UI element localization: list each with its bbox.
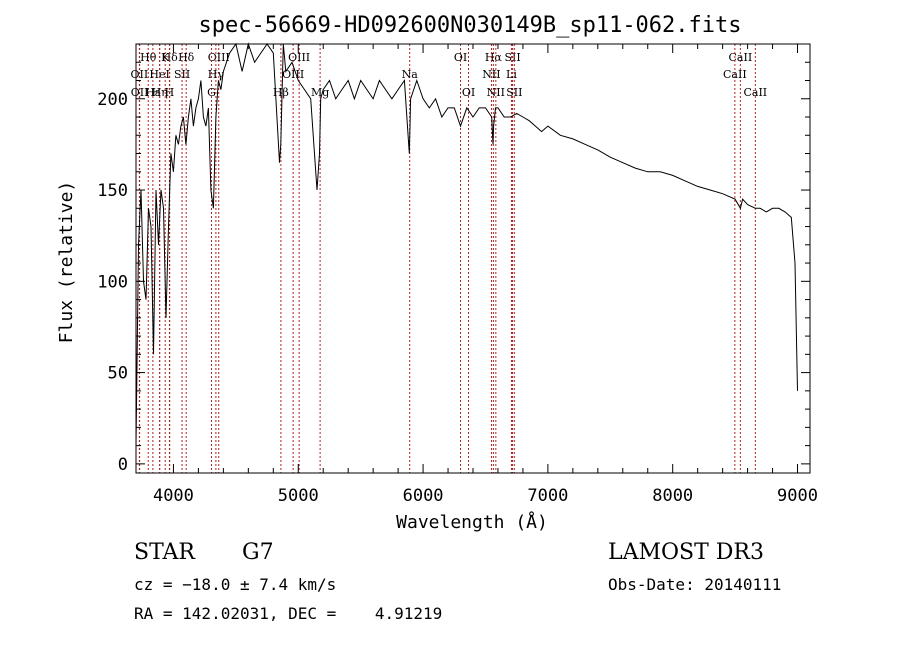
redshift-readout: cz = −18.0 ± 7.4 km/s <box>134 575 337 594</box>
object-class: STAR <box>134 540 195 565</box>
y-tick-label: 0 <box>118 455 128 475</box>
survey-name: LAMOST DR3 <box>608 540 764 565</box>
line-marker-label: Hδ <box>178 51 195 64</box>
line-marker-label: H <box>165 86 175 99</box>
line-marker-label: K <box>161 51 170 64</box>
line-marker-label: CaII <box>729 51 753 64</box>
spectrum-line <box>135 42 798 446</box>
x-tick-label: 6000 <box>403 486 444 506</box>
y-axis-label: Flux (relative) <box>56 181 77 344</box>
y-tick-label: 100 <box>97 272 128 292</box>
line-marker-label: OI <box>454 51 467 64</box>
y-tick-label: 50 <box>108 364 128 384</box>
chart-title: spec-56669-HD092600N030149B_sp11-062.fit… <box>198 13 741 38</box>
line-marker-label: OI <box>462 86 475 99</box>
line-marker-label: NII <box>482 68 500 81</box>
line-marker-label: Hα <box>485 51 503 64</box>
x-tick-label: 9000 <box>777 486 818 506</box>
line-marker-label: OII <box>131 68 149 81</box>
y-tick-label: 150 <box>97 181 128 201</box>
x-axis-label: Wavelength (Å) <box>396 511 548 533</box>
line-marker-label: NII <box>487 86 505 99</box>
line-marker-label: SII <box>174 68 190 81</box>
line-marker-label: G <box>207 86 216 99</box>
object-subclass: G7 <box>242 540 274 565</box>
line-marker-label: Li <box>506 68 517 81</box>
line-marker-label: OIII <box>208 51 230 64</box>
x-tick-label: 5000 <box>278 486 319 506</box>
line-marker-label: Hβ <box>273 86 289 99</box>
y-axis: 0 50 100 150 200 <box>97 43 810 475</box>
line-marker-label: Na <box>402 68 419 81</box>
axes-frame <box>135 43 811 474</box>
x-tick-label: 7000 <box>527 486 568 506</box>
line-marker-label: Hθ <box>140 51 157 64</box>
line-marker-label: CaII <box>723 68 747 81</box>
line-marker-label: SII <box>504 51 520 64</box>
line-marker-label: Hη <box>152 86 168 99</box>
line-marker-label: Hε <box>145 86 161 99</box>
line-marker-label: Mg <box>311 86 329 99</box>
obs-date: Obs-Date: 20140111 <box>608 575 782 594</box>
coordinates: RA = 142.02031, DEC = 4.91219 <box>134 604 443 623</box>
line-marker-label: OII <box>131 86 149 99</box>
x-tick-label: 4000 <box>153 486 194 506</box>
x-tick-label: 8000 <box>652 486 693 506</box>
y-tick-label: 200 <box>97 90 128 110</box>
line-marker-label: SII <box>506 86 522 99</box>
line-marker-label: OIII <box>288 51 310 64</box>
x-axis: 4000 5000 6000 7000 8000 9000 <box>153 44 818 506</box>
line-marker-label: CaII <box>743 86 767 99</box>
line-marker-label: HeI <box>149 68 169 81</box>
